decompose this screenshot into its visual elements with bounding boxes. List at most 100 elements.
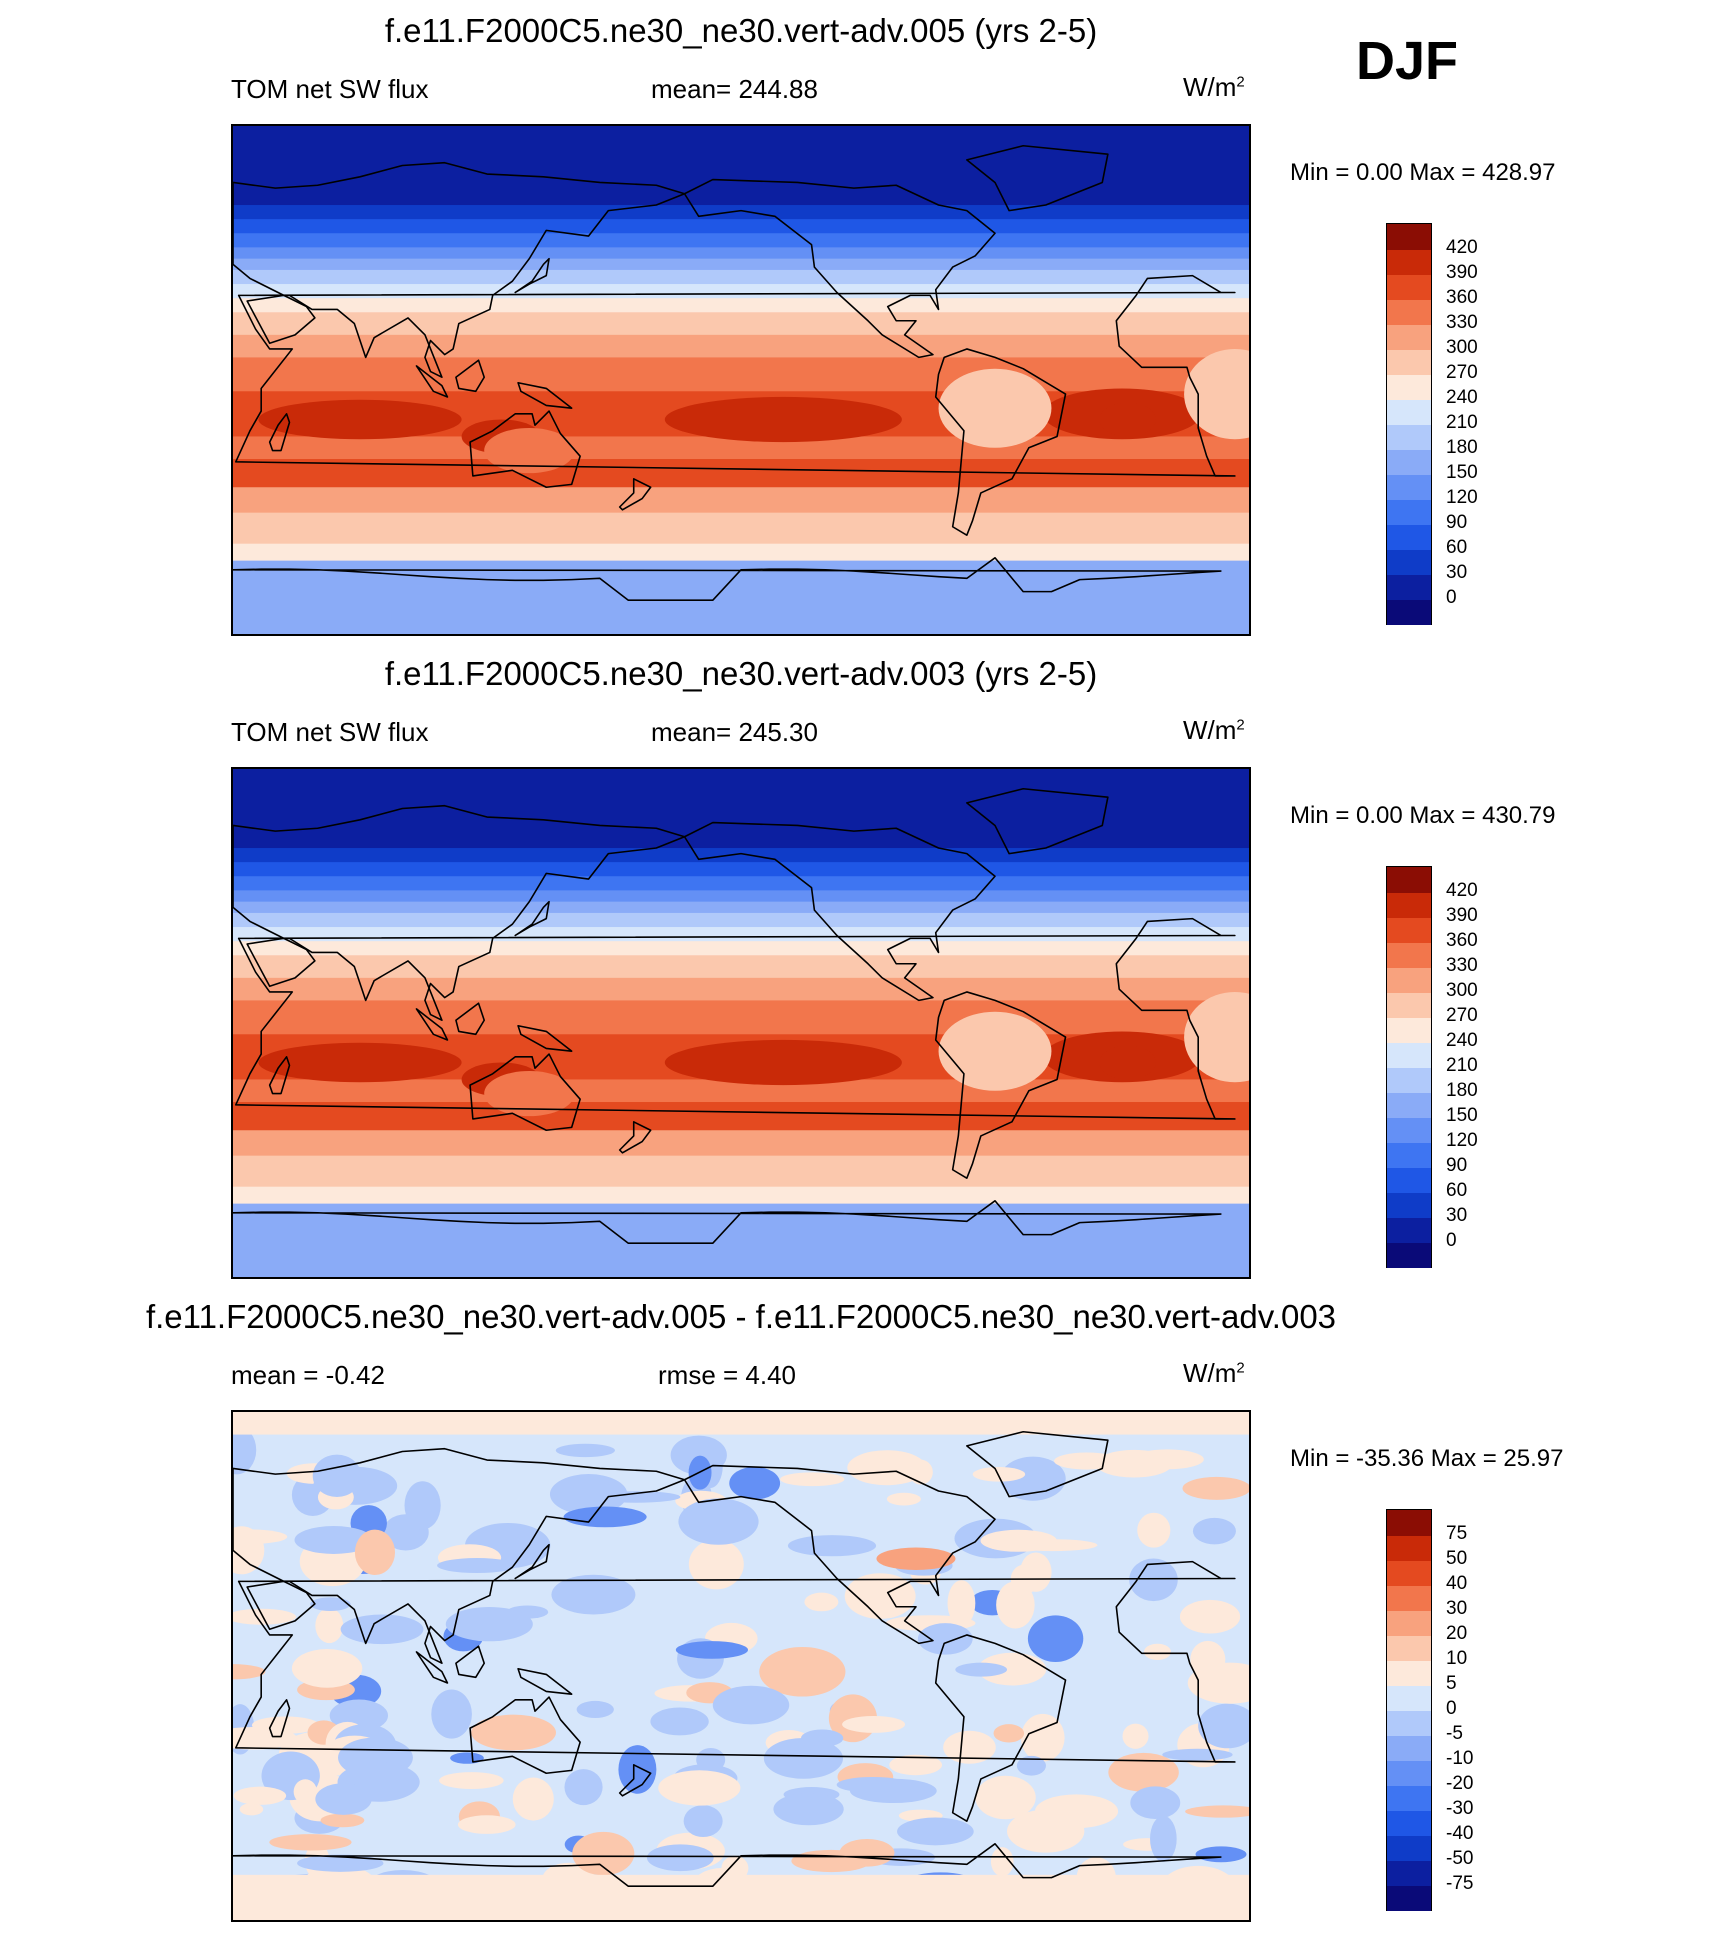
colorbar-tick-label: 60 bbox=[1446, 1180, 1468, 1201]
diff-blob bbox=[563, 1506, 647, 1528]
colorbar-tick-label: -10 bbox=[1446, 1748, 1474, 1769]
colorbar-tick-label: 180 bbox=[1446, 1080, 1478, 1101]
antarctic-coastline bbox=[233, 1843, 1222, 1887]
colorbar-tick-label: 60 bbox=[1446, 537, 1468, 558]
colorbar-tick-label: 10 bbox=[1446, 1648, 1468, 1669]
diff-blob bbox=[297, 1854, 384, 1872]
contour-band bbox=[233, 901, 1249, 914]
colorbar-tick-label: 390 bbox=[1446, 905, 1478, 926]
diff-blob bbox=[1137, 1512, 1171, 1548]
colorbar-swatch bbox=[1387, 374, 1431, 400]
contour-band bbox=[233, 941, 1249, 956]
colorbar-tick-label: 270 bbox=[1446, 362, 1478, 383]
diff-blob bbox=[650, 1707, 709, 1736]
diff-blob bbox=[233, 1786, 287, 1805]
contour-band bbox=[233, 1203, 1249, 1277]
coastline bbox=[233, 161, 686, 379]
panel-2-mean-label: mean= 245.30 bbox=[651, 717, 818, 747]
panel-2-unit-label: W/m2 bbox=[1183, 715, 1245, 745]
coastline bbox=[234, 917, 1236, 1120]
diff-blob bbox=[1150, 1815, 1177, 1862]
diff-blob bbox=[1187, 1662, 1249, 1704]
colorbar-tick-label: 120 bbox=[1446, 487, 1478, 508]
contour-band bbox=[233, 298, 1249, 313]
contour-band bbox=[233, 769, 1249, 849]
contour-band bbox=[233, 912, 1249, 928]
colorbar-tick-label: 20 bbox=[1446, 1623, 1468, 1644]
colorbar-swatch bbox=[1387, 299, 1431, 325]
colorbar-swatch bbox=[1387, 1710, 1431, 1736]
diff-blob bbox=[678, 1498, 759, 1545]
colorbar-swatch bbox=[1387, 1560, 1431, 1586]
colorbar-tick-label: 0 bbox=[1446, 1230, 1457, 1251]
contour-band bbox=[233, 219, 1249, 234]
colorbar-tick-label: 90 bbox=[1446, 1155, 1468, 1176]
colorbar-swatch bbox=[1387, 249, 1431, 275]
contour-land bbox=[484, 427, 575, 474]
colorbar-swatch bbox=[1387, 549, 1431, 575]
diff-blob bbox=[1195, 1846, 1247, 1863]
contour-band bbox=[233, 312, 1249, 336]
colorbar-swatch bbox=[1387, 524, 1431, 550]
coastline bbox=[415, 1008, 449, 1041]
coastline bbox=[268, 1699, 291, 1738]
diff-blob bbox=[1179, 1599, 1241, 1634]
colorbar-tick-label: 210 bbox=[1446, 1055, 1478, 1076]
diff-blob bbox=[800, 1729, 844, 1747]
diff-blob bbox=[1020, 1713, 1065, 1762]
contour-band bbox=[233, 1186, 1249, 1205]
colorbar-tick-label: 330 bbox=[1446, 955, 1478, 976]
diff-blob bbox=[576, 1700, 614, 1718]
colorbar-tick-label: 0 bbox=[1446, 587, 1457, 608]
diff-blob bbox=[696, 1747, 726, 1772]
colorbar-swatch bbox=[1387, 1685, 1431, 1711]
colorbar-swatch bbox=[1387, 1885, 1431, 1911]
diff-blob bbox=[471, 1714, 556, 1751]
coastline bbox=[683, 1464, 996, 1645]
colorbar-swatch bbox=[1387, 1117, 1431, 1143]
coastline bbox=[233, 804, 686, 1022]
diff-blob bbox=[1192, 1517, 1236, 1545]
diff-blob bbox=[512, 1777, 554, 1821]
colorbar-swatch bbox=[1387, 574, 1431, 600]
colorbar-tick-label: -20 bbox=[1446, 1773, 1474, 1794]
coastline bbox=[469, 1053, 581, 1132]
contour-band bbox=[233, 247, 1249, 260]
panel-2-map-svg bbox=[233, 769, 1249, 1277]
coastline bbox=[517, 381, 573, 409]
contour-max bbox=[664, 1039, 902, 1086]
coastline bbox=[618, 1764, 652, 1797]
colorbar-tick-label: 300 bbox=[1446, 337, 1478, 358]
colorbar-tick-label: 300 bbox=[1446, 980, 1478, 1001]
colorbar-swatch bbox=[1387, 1810, 1431, 1836]
diff-blob bbox=[876, 1547, 956, 1571]
diff-blob bbox=[293, 1779, 317, 1804]
colorbar-swatch bbox=[1387, 1835, 1431, 1861]
coastline bbox=[455, 359, 486, 393]
coastline bbox=[517, 1667, 573, 1695]
diff-blob bbox=[233, 1726, 298, 1750]
coastlines bbox=[233, 787, 1236, 1244]
colorbar-swatch bbox=[1387, 599, 1431, 625]
colorbar-tick-label: 420 bbox=[1446, 880, 1478, 901]
colorbar-swatch bbox=[1387, 499, 1431, 525]
panel-2-title: f.e11.F2000C5.ne30_ne30.vert-adv.003 (yr… bbox=[384, 655, 1098, 692]
colorbar-swatch bbox=[1387, 992, 1431, 1018]
contour-max bbox=[1099, 402, 1156, 437]
diff-blob bbox=[310, 1597, 351, 1611]
colorbar-swatch bbox=[1387, 1167, 1431, 1193]
colorbar-tick-label: 90 bbox=[1446, 512, 1468, 533]
contour-band bbox=[233, 334, 1249, 358]
diff-blob bbox=[842, 1715, 906, 1733]
coastline bbox=[966, 1430, 1109, 1498]
diff-blob bbox=[233, 1529, 288, 1545]
diff-blob bbox=[889, 1754, 943, 1776]
diff-blob bbox=[294, 1526, 373, 1554]
panel-3-title: f.e11.F2000C5.ne30_ne30.vert-adv.005 - f… bbox=[145, 1298, 1337, 1335]
coastline bbox=[268, 1056, 291, 1095]
contour-band bbox=[233, 977, 1249, 1001]
colorbar-swatch bbox=[1387, 1785, 1431, 1811]
diff-blob bbox=[1130, 1449, 1204, 1470]
antarctic-coastline bbox=[233, 1200, 1222, 1244]
coastline bbox=[514, 900, 550, 937]
